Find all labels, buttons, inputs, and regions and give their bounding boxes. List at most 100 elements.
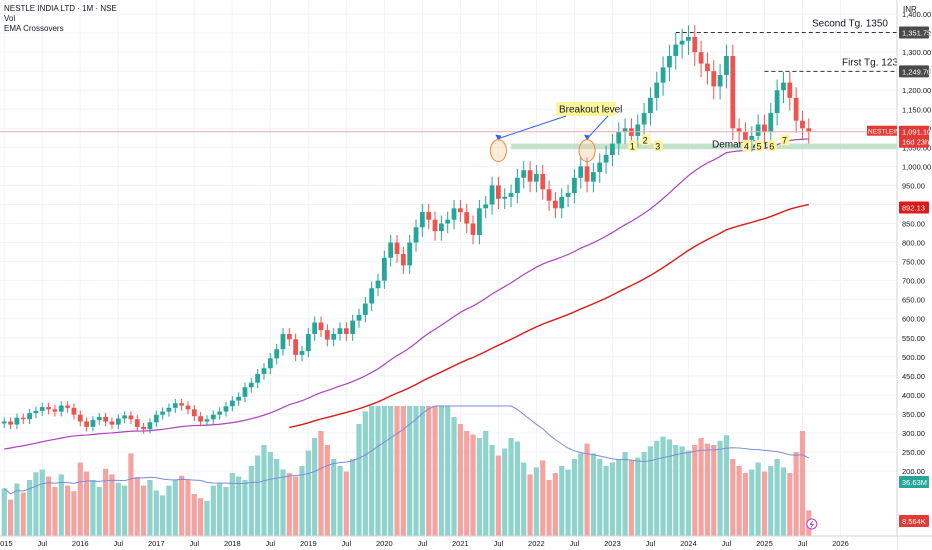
volume-bar: [172, 480, 178, 536]
candle-body: [248, 382, 254, 388]
volume-bar: [248, 466, 254, 536]
volume-bar: [134, 477, 140, 536]
candle-body: [724, 55, 729, 76]
volume-bar: [495, 455, 501, 536]
volume-bar: [685, 450, 692, 536]
countdown-tag: 16d 23h: [902, 138, 929, 147]
volume-bar: [755, 462, 761, 536]
volume-bar: [413, 406, 419, 536]
volume-bar: [584, 443, 590, 536]
candle-body: [679, 40, 685, 45]
volume-bar: [343, 471, 349, 536]
volume-bar: [20, 492, 26, 536]
x-tick-label: 2025: [756, 539, 773, 548]
candle-body: [52, 409, 58, 412]
candle-body: [470, 223, 476, 235]
ema-indicator-label[interactable]: EMA Crossovers: [4, 24, 64, 33]
ema-slow-price-tag: 892.13: [902, 203, 925, 212]
volume-bar: [717, 440, 723, 536]
volume-bar: [198, 498, 204, 536]
volume-bar: [324, 445, 330, 536]
candle-body: [476, 208, 482, 235]
candle-body: [736, 128, 742, 133]
candle-body: [236, 396, 242, 401]
candle-body: [299, 351, 305, 355]
candle-body: [128, 415, 134, 420]
x-tick-label: Jul: [342, 539, 352, 548]
volume-bar: [1, 488, 7, 536]
volume-bar: [267, 452, 273, 536]
x-tick-label: Jul: [266, 539, 276, 548]
candle-body: [622, 128, 628, 133]
candle-body: [375, 280, 381, 289]
touch-marker-bg: [767, 140, 777, 152]
volume-bar: [609, 462, 616, 536]
volume-bar: [508, 438, 514, 536]
candle-body: [464, 212, 470, 224]
volume-indicator-label[interactable]: Vol: [4, 14, 16, 23]
touch-marker: 6: [769, 141, 774, 151]
volume-bar: [628, 460, 635, 536]
candle-body: [584, 166, 590, 182]
candle-body: [312, 322, 318, 334]
candle-body: [33, 410, 39, 414]
volume-bar: [647, 446, 654, 536]
volume-bar: [489, 445, 495, 536]
volume-bar: [679, 446, 685, 536]
volume-bar: [223, 487, 229, 536]
candle-body: [337, 328, 343, 334]
volume-bar: [122, 485, 128, 536]
current-price-tag-bg: [899, 125, 929, 148]
volume-bar: [286, 473, 292, 536]
x-tick-label: 2018: [224, 539, 241, 548]
x-tick-label: 2019: [300, 539, 317, 548]
candle-body: [179, 403, 185, 406]
target-label: Second Tg. 1350: [812, 18, 888, 29]
volume-ma-tag-bg: [899, 476, 929, 488]
candle-body: [692, 36, 698, 53]
y-tick-label: 350.00: [902, 410, 925, 419]
symbol-label[interactable]: NESTLE INDIA LTD · 1M · NSE: [4, 4, 117, 13]
candle-body: [578, 166, 584, 178]
price-axis-bg: [897, 0, 932, 550]
volume-bar: [65, 485, 71, 536]
breakout-arrow: [498, 115, 567, 140]
candle-body: [445, 219, 451, 224]
breakout-label: Breakout level: [559, 105, 622, 116]
volume-bar: [438, 406, 444, 536]
x-tick-label: 2016: [72, 539, 89, 548]
candle-body: [223, 406, 229, 412]
candle-body: [198, 416, 204, 422]
volume-bar: [540, 460, 546, 536]
candle-body: [407, 242, 413, 266]
y-tick-label: 200.00: [902, 467, 925, 476]
volume-bar: [749, 469, 755, 536]
touch-marker-bg: [653, 140, 663, 152]
touch-marker: 2: [643, 135, 648, 145]
candle-body: [14, 417, 20, 425]
volume-bar: [704, 443, 711, 536]
volume-bar: [115, 482, 121, 536]
candle-body: [20, 417, 26, 420]
volume-bar: [400, 406, 406, 536]
chart-legend: NESTLE INDIA LTD · 1M · NSE Vol EMA Cros…: [4, 4, 117, 34]
candle-body: [185, 405, 191, 410]
y-tick-label: 1,200.00: [902, 86, 931, 95]
candle-body: [280, 333, 286, 350]
candles: [1, 25, 812, 434]
candle-body: [331, 333, 337, 340]
candle-body: [610, 143, 615, 155]
volume-bar: [217, 482, 223, 536]
volume-bar: [654, 440, 660, 536]
y-tick-label: 750.00: [902, 258, 925, 267]
candle-body: [90, 420, 96, 427]
x-tick-label: Jul: [190, 539, 200, 548]
target-label: First Tg. 1235: [842, 57, 904, 68]
volume-bar: [780, 467, 787, 536]
time-axis-bg: [0, 536, 897, 550]
y-tick-label: 1,300.00: [902, 48, 931, 57]
x-tick-label: 2026: [832, 539, 849, 548]
volume-bar: [451, 417, 457, 536]
ema-slow-line: [289, 203, 809, 429]
